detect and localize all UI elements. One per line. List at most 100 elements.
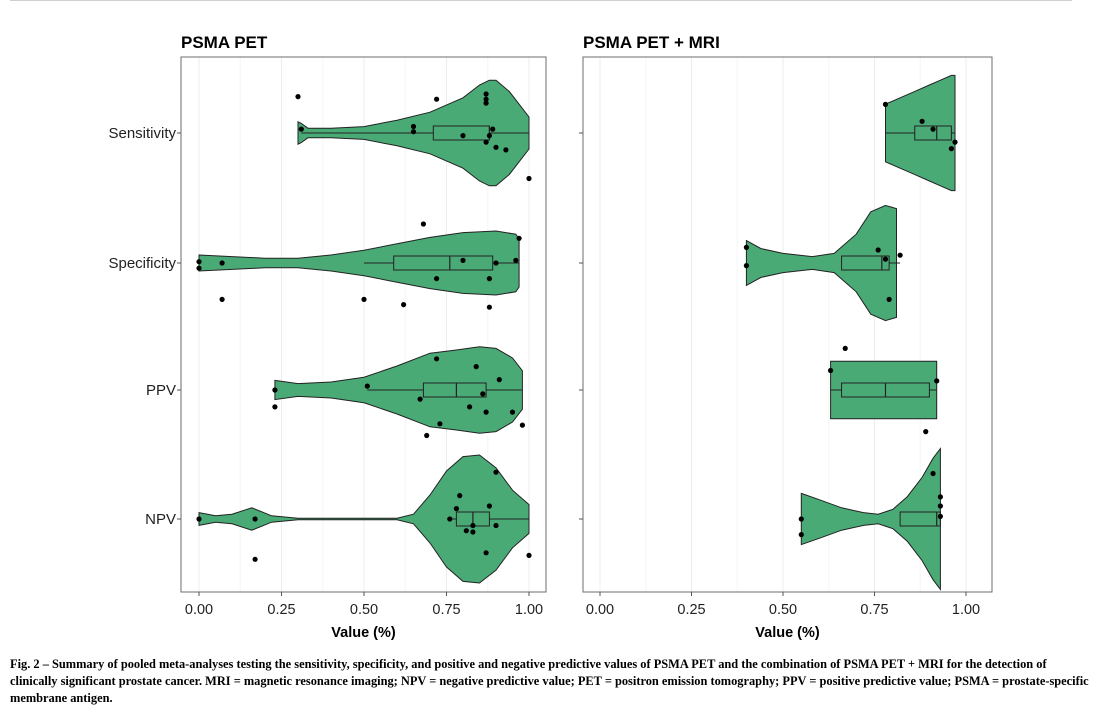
data-point [252,556,258,562]
data-point [453,506,459,512]
data-point [434,96,440,102]
data-point [467,404,473,410]
x-axis-label: Value (%) [331,625,396,641]
data-point [470,529,476,535]
top-rule [10,0,1072,1]
data-point [437,421,443,427]
data-point [886,296,892,302]
violin-shape [198,454,530,584]
box-iqr [914,125,952,141]
x-tick-label: 1.00 [952,602,980,618]
data-point [486,503,492,509]
data-point [272,387,278,393]
data-point [897,252,903,258]
x-tick-label: 0.75 [432,602,460,618]
data-point [420,221,426,227]
data-point [516,235,522,241]
data-point [882,101,889,107]
data-point [526,552,532,559]
data-point [463,528,469,534]
data-point [483,409,489,415]
violin-shape [800,447,941,591]
x-tick-label: 0.25 [267,602,295,618]
figure-caption: Fig. 2 – Summary of pooled meta-analyses… [10,656,1090,707]
series-npv [798,447,943,591]
data-point [196,516,202,522]
series-npv [196,454,532,584]
y-tick-label: Sensitivity [108,125,176,142]
data-point [526,175,532,182]
data-point [937,494,943,500]
data-point [457,493,463,499]
series-sensitivity [295,79,532,187]
data-point [503,147,509,153]
x-tick-label: 0.00 [586,602,614,618]
data-point [410,123,417,130]
data-point [490,126,496,132]
data-point [460,133,466,139]
violin-figure: PSMA PET Sensitivity Specificity PPV NPV 0.00… [108,33,993,641]
series-ppv [827,345,940,435]
data-point [798,532,804,538]
x-tick-label: 0.75 [860,602,888,618]
data-point [948,146,954,152]
y-tick-label: NPV [145,511,176,528]
data-point [410,129,417,135]
violin-shape [885,74,956,192]
series-specificity [196,221,522,310]
data-point [952,139,958,145]
data-point [483,100,489,106]
caption-text: Fig. 2 – Summary of pooled meta-analyses… [10,657,1089,705]
box-iqr [422,382,487,398]
data-point [930,126,936,132]
violin-shape [745,204,897,322]
x-axis-label: Value (%) [755,625,820,641]
data-point [798,516,804,522]
data-point [417,396,423,402]
data-point [934,378,940,384]
data-point [470,522,476,529]
data-point [196,259,202,265]
data-point [361,296,367,302]
data-point [447,516,453,522]
x-tick-label: 0.50 [350,602,378,618]
data-point [493,260,499,266]
data-point [513,257,519,263]
data-point [743,263,750,269]
data-point [937,503,943,509]
data-point [496,377,502,383]
data-point [486,304,492,310]
data-point [930,470,936,477]
data-point [486,276,492,282]
violin-shape [830,360,938,420]
panel-psma-pet: PSMA PET Sensitivity Specificity PPV NPV 0.00… [108,33,547,641]
x-tick-label: 0.00 [185,602,213,618]
data-point [827,367,834,374]
data-point [480,391,486,397]
data-point [401,302,407,308]
data-point [483,550,489,556]
data-point [424,432,430,439]
series-ppv [272,346,526,439]
data-point [743,244,750,250]
data-point [493,144,499,150]
data-point [219,296,225,302]
data-point [483,91,489,97]
data-point [460,257,466,263]
data-point [519,422,526,428]
y-tick-label: Specificity [108,255,176,272]
x-tick-label: 0.25 [677,602,705,618]
data-point [842,345,848,351]
data-point [272,404,278,410]
data-point [483,96,489,102]
x-tick-label: 1.00 [515,602,543,618]
box-iqr [393,255,494,271]
data-point [298,126,304,132]
data-point [509,409,516,415]
data-point [923,429,929,435]
data-point [434,276,440,282]
data-point [937,513,943,520]
data-point [295,94,301,100]
panel-title: PSMA PET [181,33,268,52]
x-tick-label: 0.50 [769,602,797,618]
